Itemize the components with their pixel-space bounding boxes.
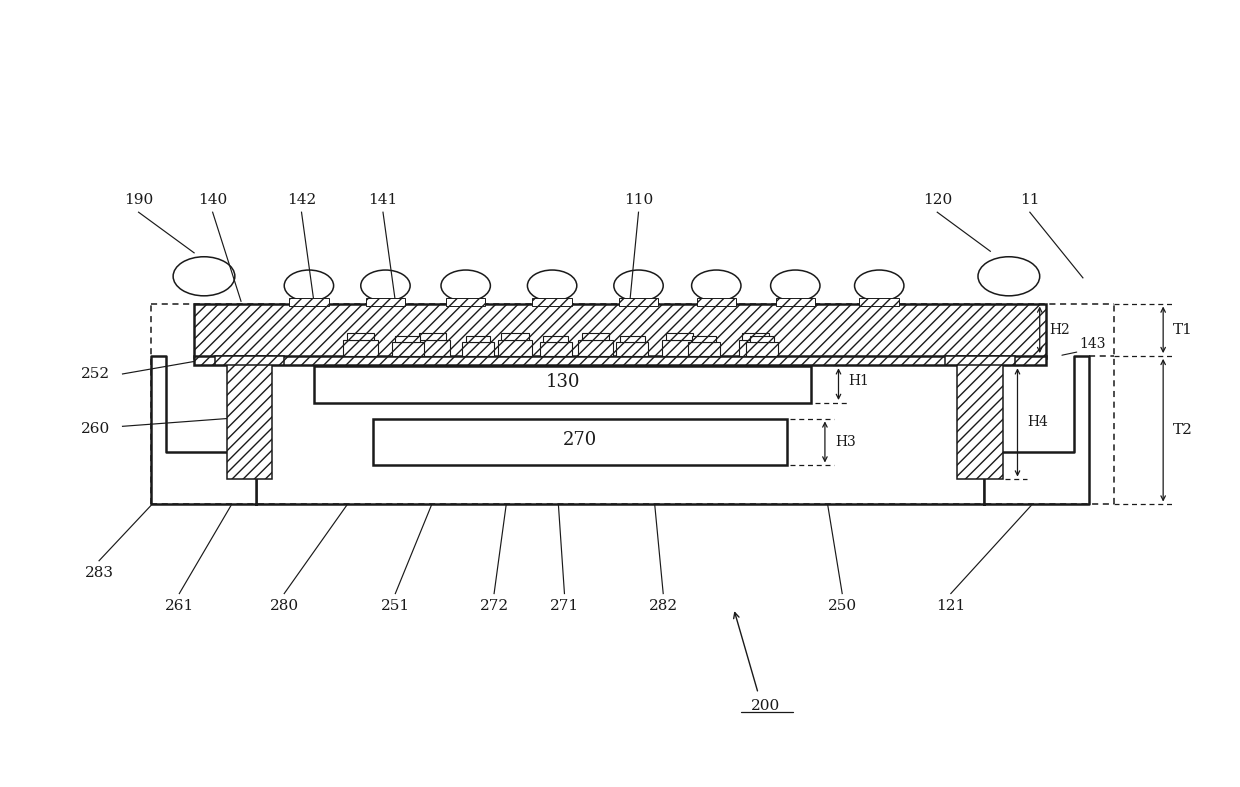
- Text: 252: 252: [81, 367, 110, 381]
- Bar: [446, 298, 485, 306]
- Text: H2: H2: [1049, 323, 1070, 337]
- Text: 190: 190: [124, 193, 154, 207]
- Bar: [697, 298, 737, 306]
- Text: 260: 260: [81, 422, 110, 436]
- Bar: [692, 336, 717, 342]
- Text: 280: 280: [269, 599, 299, 613]
- Bar: [343, 340, 378, 356]
- Bar: [463, 342, 494, 356]
- Text: T1: T1: [1173, 323, 1193, 337]
- Bar: [543, 336, 568, 342]
- Text: 270: 270: [563, 430, 596, 449]
- Text: 271: 271: [549, 599, 579, 613]
- Bar: [215, 356, 284, 365]
- Bar: [750, 336, 774, 342]
- Bar: [662, 340, 697, 356]
- Bar: [957, 356, 1003, 479]
- Text: 261: 261: [165, 599, 193, 613]
- Bar: [396, 336, 420, 342]
- Bar: [195, 356, 1045, 365]
- Bar: [497, 340, 532, 356]
- Polygon shape: [151, 356, 255, 504]
- Text: 141: 141: [368, 193, 398, 207]
- Text: 130: 130: [546, 373, 580, 391]
- Bar: [532, 298, 572, 306]
- Text: H4: H4: [1028, 416, 1048, 430]
- Bar: [582, 333, 609, 340]
- Bar: [688, 342, 720, 356]
- Bar: [539, 342, 572, 356]
- Bar: [775, 298, 815, 306]
- Text: 140: 140: [198, 193, 227, 207]
- Bar: [746, 342, 777, 356]
- Bar: [616, 342, 649, 356]
- Text: 200: 200: [751, 699, 780, 713]
- Text: 282: 282: [649, 599, 678, 613]
- Bar: [366, 298, 405, 306]
- Bar: [419, 333, 446, 340]
- Bar: [743, 333, 769, 340]
- Text: 272: 272: [480, 599, 508, 613]
- Text: 142: 142: [286, 193, 316, 207]
- Text: 121: 121: [936, 599, 966, 613]
- Bar: [255, 364, 985, 504]
- Bar: [666, 333, 693, 340]
- Bar: [945, 356, 1016, 365]
- Bar: [859, 298, 899, 306]
- Text: 283: 283: [84, 566, 114, 580]
- Text: 120: 120: [923, 193, 952, 207]
- Bar: [578, 340, 613, 356]
- Text: H1: H1: [848, 374, 869, 388]
- Text: 143: 143: [1079, 338, 1106, 351]
- Bar: [392, 342, 424, 356]
- Text: H3: H3: [835, 435, 856, 449]
- Bar: [227, 356, 272, 479]
- Bar: [619, 298, 658, 306]
- Text: 250: 250: [827, 599, 857, 613]
- Text: 11: 11: [1021, 193, 1039, 207]
- Bar: [466, 336, 490, 342]
- Bar: [347, 333, 374, 340]
- Bar: [314, 366, 811, 403]
- Bar: [195, 304, 1045, 358]
- Text: 110: 110: [624, 193, 653, 207]
- Text: 251: 251: [381, 599, 410, 613]
- Bar: [620, 336, 645, 342]
- Bar: [373, 419, 786, 465]
- Bar: [501, 333, 528, 340]
- Bar: [289, 298, 329, 306]
- Bar: [415, 340, 450, 356]
- Text: T2: T2: [1173, 423, 1193, 438]
- Bar: [739, 340, 773, 356]
- Polygon shape: [985, 356, 1089, 504]
